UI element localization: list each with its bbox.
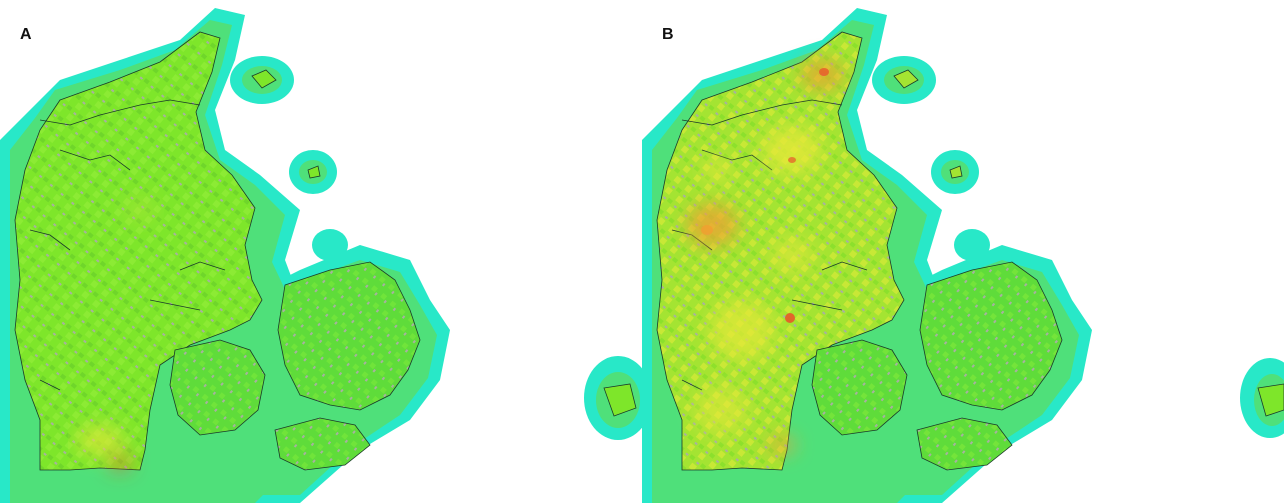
zealand-land bbox=[919, 261, 1063, 411]
lolland-land bbox=[274, 417, 371, 471]
map-panel-a: A bbox=[0, 8, 642, 503]
small-island-halo-3 bbox=[954, 229, 990, 261]
panel-label-a: A bbox=[20, 26, 32, 43]
zealand-land bbox=[277, 261, 421, 411]
lolland-land bbox=[916, 417, 1013, 471]
small-island-halo-3 bbox=[312, 229, 348, 261]
map-panel-b: B bbox=[642, 0, 1284, 503]
fjords bbox=[29, 99, 226, 391]
funen-land bbox=[169, 339, 266, 436]
funen-land bbox=[811, 339, 908, 436]
land-layer bbox=[14, 31, 637, 471]
panel-label-b: B bbox=[662, 26, 674, 43]
map-b-svg bbox=[642, 8, 1284, 503]
hotspots bbox=[76, 198, 156, 470]
jutland-land bbox=[14, 31, 263, 471]
map-a-svg bbox=[0, 8, 642, 503]
hotspot-peaks bbox=[701, 68, 829, 323]
